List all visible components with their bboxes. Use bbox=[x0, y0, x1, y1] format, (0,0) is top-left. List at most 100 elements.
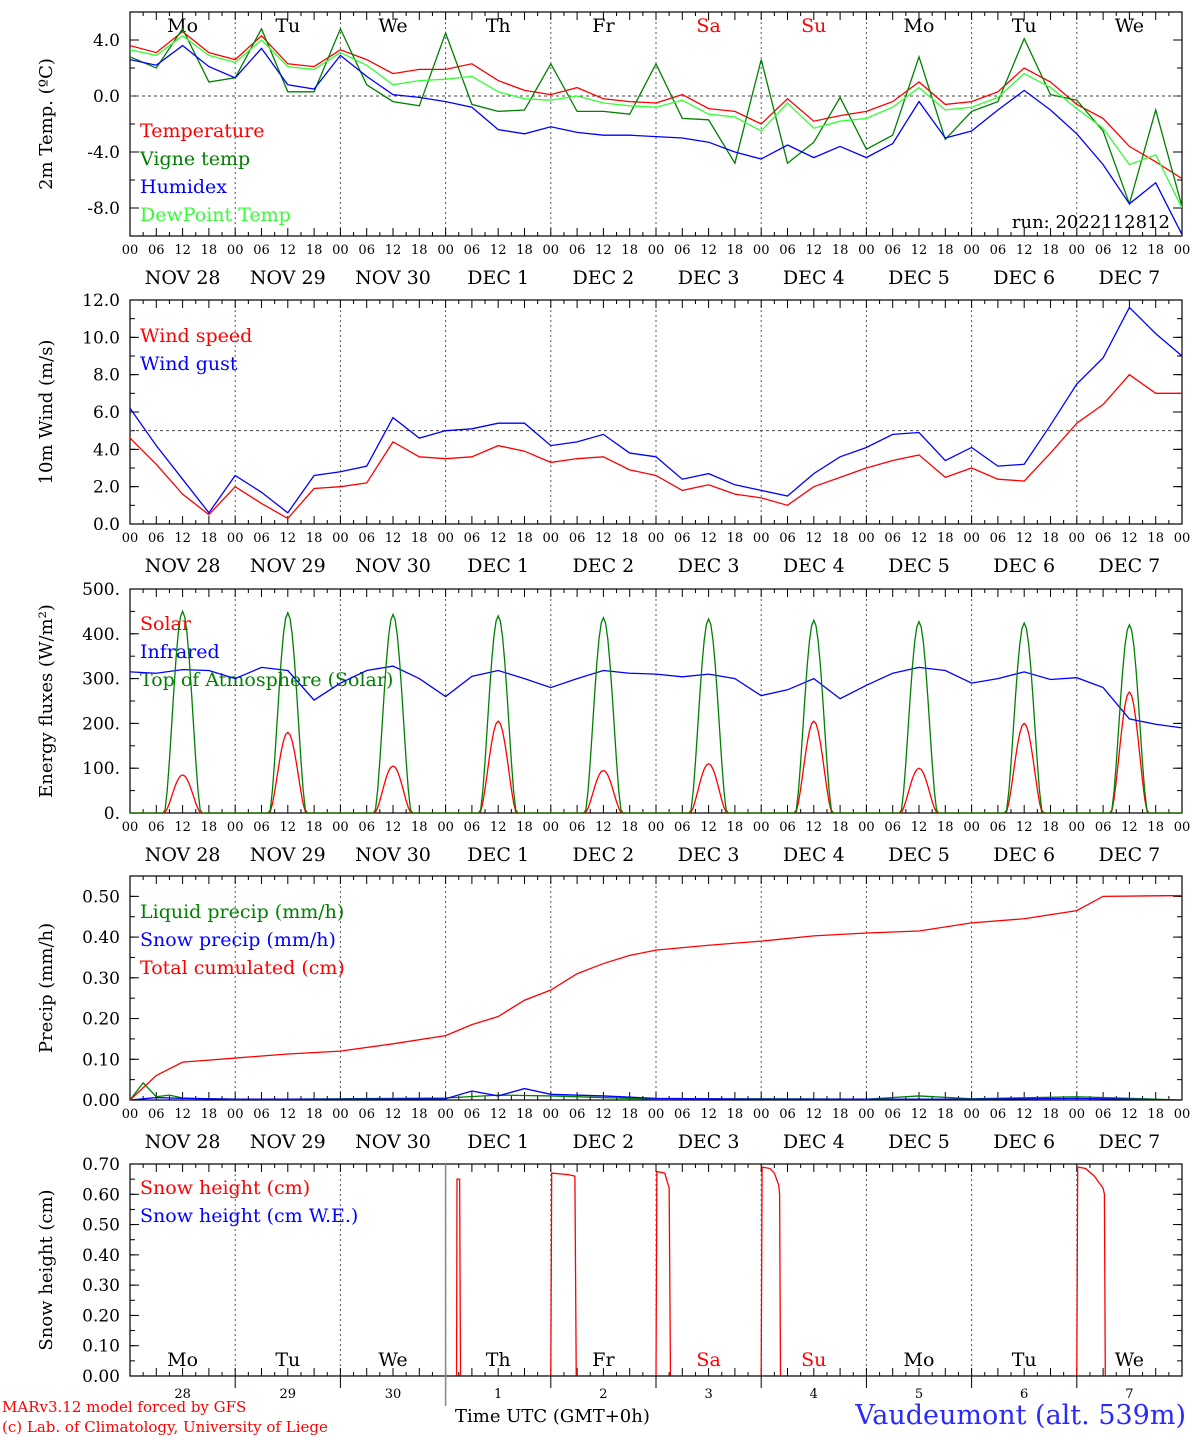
hour-tick-label: 18 bbox=[1147, 1107, 1164, 1122]
hour-tick-label: 00 bbox=[227, 820, 244, 835]
hour-tick-label: 18 bbox=[832, 531, 849, 546]
hour-tick-label: 12 bbox=[490, 531, 507, 546]
y-tick-label: 0. bbox=[104, 804, 120, 824]
date-label: DEC 6 bbox=[993, 844, 1055, 866]
hour-tick-label: 00 bbox=[543, 531, 560, 546]
hour-tick-label: 00 bbox=[1069, 243, 1086, 258]
date-label: DEC 3 bbox=[678, 267, 740, 289]
hour-tick-label: 18 bbox=[937, 243, 954, 258]
hour-tick-label: 18 bbox=[516, 1107, 533, 1122]
hour-tick-label: 06 bbox=[148, 243, 165, 258]
hour-tick-label: 12 bbox=[911, 1107, 928, 1122]
hour-tick-label: 18 bbox=[621, 820, 638, 835]
hour-tick-label: 12 bbox=[1016, 820, 1033, 835]
day-number-label: 1 bbox=[494, 1387, 502, 1402]
weekday-label: Mo bbox=[167, 1349, 198, 1371]
series-line bbox=[130, 894, 1182, 1100]
hour-tick-label: 18 bbox=[621, 1107, 638, 1122]
date-label: NOV 30 bbox=[355, 1131, 431, 1153]
hour-tick-label: 06 bbox=[253, 243, 270, 258]
y-tick-label: 0.0 bbox=[93, 515, 120, 535]
series-line bbox=[1076, 1166, 1106, 1376]
hour-tick-label: 12 bbox=[385, 531, 402, 546]
hour-tick-label: 06 bbox=[148, 1107, 165, 1122]
date-label: DEC 3 bbox=[678, 1131, 740, 1153]
hour-tick-label: 06 bbox=[674, 820, 691, 835]
hour-tick-label: 06 bbox=[569, 1107, 586, 1122]
hour-tick-label: 06 bbox=[464, 243, 481, 258]
panel-3: 0. 100. 200. 300. 400. 500. Energy fluxes (W/m… bbox=[36, 580, 1190, 866]
date-label: NOV 30 bbox=[355, 555, 431, 577]
legend-entry: Vigne temp bbox=[139, 148, 250, 170]
hour-tick-label: 06 bbox=[464, 531, 481, 546]
series-group bbox=[130, 1166, 1182, 1376]
hour-tick-label: 18 bbox=[201, 1107, 218, 1122]
legend-entry: Top of Atmosphere (Solar) bbox=[140, 669, 393, 691]
hour-tick-label: 18 bbox=[411, 531, 428, 546]
hour-tick-label: 00 bbox=[1174, 243, 1191, 258]
series-line bbox=[760, 1166, 782, 1376]
y-tick-label: 4.0 bbox=[93, 440, 120, 460]
hour-tick-label: 00 bbox=[122, 820, 139, 835]
series-group bbox=[130, 27, 1182, 235]
day-number-label: 3 bbox=[704, 1387, 712, 1402]
date-label: DEC 1 bbox=[467, 844, 529, 866]
day-number-label: 28 bbox=[174, 1387, 191, 1402]
hour-tick-label: 06 bbox=[779, 243, 796, 258]
y-tick-label: 0.70 bbox=[82, 1155, 120, 1175]
hour-tick-label: 18 bbox=[1042, 1107, 1059, 1122]
y-tick-label: 0.30 bbox=[82, 969, 120, 989]
hour-tick-label: 18 bbox=[727, 1107, 744, 1122]
hour-tick-label: 12 bbox=[1121, 820, 1138, 835]
series-group bbox=[130, 894, 1182, 1100]
hour-tick-label: 00 bbox=[437, 531, 454, 546]
hour-tick-label: 06 bbox=[1095, 820, 1112, 835]
hour-tick-label: 06 bbox=[779, 531, 796, 546]
hour-tick-label: 00 bbox=[648, 243, 665, 258]
series-line bbox=[445, 720, 551, 813]
hour-tick-label: 18 bbox=[201, 243, 218, 258]
weekday-label: Mo bbox=[904, 1349, 935, 1371]
y-tick-label: 0.20 bbox=[82, 1306, 120, 1326]
legend-entry: Snow height (cm W.E.) bbox=[140, 1205, 358, 1227]
hour-tick-label: 12 bbox=[806, 1107, 823, 1122]
hour-tick-label: 06 bbox=[674, 243, 691, 258]
y-tick-label: 400. bbox=[82, 625, 120, 645]
day-number-label: 29 bbox=[280, 1387, 297, 1402]
y-tick-label: 300. bbox=[82, 670, 120, 690]
hour-tick-label: 00 bbox=[753, 243, 770, 258]
hour-tick-label: 12 bbox=[385, 243, 402, 258]
hour-tick-label: 00 bbox=[437, 1107, 454, 1122]
legend-entry: Snow precip (mm/h) bbox=[140, 929, 336, 951]
y-tick-label: 0.50 bbox=[82, 887, 120, 907]
day-number-label: 2 bbox=[599, 1387, 607, 1402]
series-line bbox=[455, 1178, 462, 1376]
date-label: DEC 6 bbox=[993, 555, 1055, 577]
date-label: NOV 29 bbox=[250, 844, 326, 866]
y-tick-label: 500. bbox=[82, 580, 120, 600]
day-number-label: 6 bbox=[1020, 1387, 1028, 1402]
hour-tick-label: 00 bbox=[122, 243, 139, 258]
hour-tick-label: 18 bbox=[306, 531, 323, 546]
hour-tick-label: 12 bbox=[595, 1107, 612, 1122]
date-label: DEC 5 bbox=[888, 555, 950, 577]
hour-tick-label: 12 bbox=[280, 531, 297, 546]
date-label: DEC 2 bbox=[573, 555, 635, 577]
hour-tick-label: 06 bbox=[253, 531, 270, 546]
hour-tick-label: 12 bbox=[490, 1107, 507, 1122]
hour-tick-label: 06 bbox=[358, 243, 375, 258]
hour-tick-label: 12 bbox=[174, 1107, 191, 1122]
run-annotation: run: 2022112812 bbox=[1012, 212, 1170, 233]
date-label: DEC 7 bbox=[1099, 1131, 1161, 1153]
hour-tick-label: 06 bbox=[990, 531, 1007, 546]
hour-tick-label: 18 bbox=[306, 243, 323, 258]
hour-tick-label: 06 bbox=[1095, 243, 1112, 258]
y-tick-label: -8.0 bbox=[87, 199, 120, 219]
hour-tick-label: 00 bbox=[122, 1107, 139, 1122]
hour-tick-label: 12 bbox=[174, 531, 191, 546]
series-line bbox=[130, 44, 1182, 235]
series-line bbox=[130, 306, 1182, 514]
hour-tick-label: 18 bbox=[621, 243, 638, 258]
hour-tick-label: 00 bbox=[858, 243, 875, 258]
